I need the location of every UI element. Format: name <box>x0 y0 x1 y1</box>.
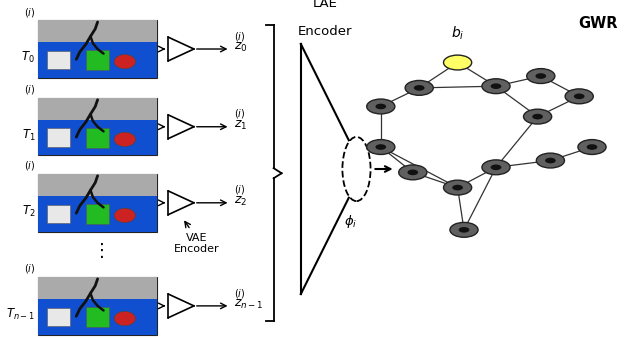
Bar <box>38 98 157 120</box>
Text: $\phi_i$: $\phi_i$ <box>344 213 357 230</box>
Bar <box>47 128 70 147</box>
Text: $b_i$: $b_i$ <box>451 25 465 42</box>
Circle shape <box>376 104 386 109</box>
Circle shape <box>414 85 424 91</box>
Circle shape <box>482 79 510 94</box>
Bar <box>86 307 109 327</box>
Ellipse shape <box>114 54 136 69</box>
Text: $T_1$: $T_1$ <box>22 128 35 143</box>
Circle shape <box>587 144 597 150</box>
Ellipse shape <box>114 208 136 223</box>
Circle shape <box>578 140 606 154</box>
Bar <box>86 204 109 224</box>
Circle shape <box>367 140 395 154</box>
Text: $z_2$: $z_2$ <box>234 195 247 208</box>
Bar <box>38 98 157 155</box>
Text: VAE
Encoder: VAE Encoder <box>174 233 220 254</box>
Text: $z_0$: $z_0$ <box>234 41 247 54</box>
Circle shape <box>405 80 433 95</box>
Circle shape <box>574 94 584 99</box>
Text: $\vdots$: $\vdots$ <box>92 241 104 260</box>
Text: $(i)$: $(i)$ <box>24 263 35 275</box>
Circle shape <box>536 153 564 168</box>
Circle shape <box>491 83 501 89</box>
Circle shape <box>367 99 395 114</box>
Circle shape <box>527 69 555 83</box>
Circle shape <box>565 89 593 104</box>
Circle shape <box>452 185 463 190</box>
Text: $(i)$: $(i)$ <box>24 83 35 96</box>
Text: $(i)$: $(i)$ <box>24 160 35 172</box>
Bar <box>38 20 157 78</box>
Bar <box>38 277 157 299</box>
Text: Encoder: Encoder <box>298 25 353 38</box>
Text: $(i)$: $(i)$ <box>234 287 245 299</box>
Bar <box>38 174 157 196</box>
Circle shape <box>444 180 472 195</box>
Circle shape <box>532 114 543 119</box>
Text: $z_1$: $z_1$ <box>234 119 247 131</box>
Circle shape <box>450 222 478 237</box>
Bar <box>38 174 157 232</box>
Circle shape <box>459 227 469 233</box>
Circle shape <box>376 144 386 150</box>
Bar <box>86 50 109 70</box>
Circle shape <box>482 160 510 175</box>
Circle shape <box>536 73 546 79</box>
Bar <box>47 308 70 326</box>
Circle shape <box>491 165 501 170</box>
Circle shape <box>545 158 556 163</box>
Bar <box>38 196 157 232</box>
Text: $T_0$: $T_0$ <box>21 50 35 65</box>
Text: $z_{n-1}$: $z_{n-1}$ <box>234 298 263 311</box>
Bar <box>38 120 157 155</box>
Circle shape <box>408 170 418 175</box>
Bar <box>47 51 70 69</box>
Bar <box>38 20 157 42</box>
Bar <box>86 128 109 148</box>
Text: GWR: GWR <box>578 16 618 31</box>
Text: LAE: LAE <box>313 0 337 10</box>
Text: $(i)$: $(i)$ <box>234 184 245 196</box>
Bar <box>47 204 70 223</box>
Text: $T_2$: $T_2$ <box>22 204 35 219</box>
Bar <box>38 277 157 335</box>
Text: $(i)$: $(i)$ <box>234 30 245 43</box>
Ellipse shape <box>114 311 136 326</box>
Circle shape <box>524 109 552 124</box>
Bar <box>38 299 157 335</box>
Circle shape <box>399 165 427 180</box>
Circle shape <box>444 55 472 70</box>
Text: $T_{n-1}$: $T_{n-1}$ <box>6 307 35 322</box>
Text: $(i)$: $(i)$ <box>24 6 35 19</box>
Text: $(i)$: $(i)$ <box>234 107 245 120</box>
Ellipse shape <box>114 132 136 147</box>
Bar <box>38 42 157 78</box>
